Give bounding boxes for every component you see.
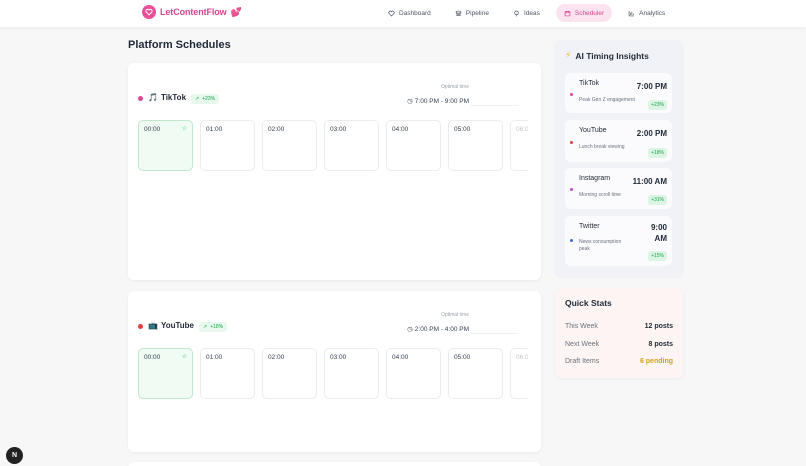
time-slot[interactable]: 01:00: [200, 348, 255, 399]
insight-item-instagram[interactable]: Instagram 11:00 AM Morning scroll time +…: [565, 168, 672, 209]
time-slot[interactable]: 04:00: [386, 348, 441, 399]
heart-icon: [388, 10, 395, 16]
trending-up-icon: ↗: [195, 96, 200, 102]
main-nav: Dashboard Pipeline Ideas Scheduler Analy…: [380, 4, 681, 22]
nav-label: Analytics: [639, 9, 666, 17]
insight-item-twitter[interactable]: Twitter 9:00 AM News consumption peak +1…: [565, 216, 672, 266]
floating-action-button[interactable]: N: [6, 447, 23, 464]
nav-label: Scheduler: [574, 9, 605, 17]
growth-pct: +18%: [648, 148, 667, 158]
lightbulb-icon: [514, 10, 519, 16]
time-slot[interactable]: 06:00: [510, 348, 528, 399]
platform-color-dot: [138, 96, 143, 101]
optimal-time-range: ◷ 2:00 PM - 4:00 PM: [407, 325, 469, 334]
stat-row-draft-items: Draft Items 6 pending: [565, 358, 673, 365]
time-slot[interactable]: 02:00: [262, 348, 317, 399]
nav-label: Dashboard: [399, 9, 431, 17]
time-slot[interactable]: 00:00 ☆: [138, 348, 193, 399]
ai-timing-insights-panel: ⚡ AI Timing Insights TikTok 7:00 PM Peak…: [555, 40, 683, 276]
bar-chart-icon: [628, 10, 635, 16]
time-slot[interactable]: 05:00: [448, 120, 503, 171]
platform-color-dot: [570, 93, 573, 96]
top-navbar: LetContentFlow 💕 Dashboard Pipeline Idea…: [0, 0, 806, 27]
trending-up-icon: ↗: [203, 324, 208, 330]
time-slot[interactable]: 03:00: [324, 120, 379, 171]
two-hearts-icon: 💕: [230, 6, 242, 17]
platform-card-next: [128, 462, 541, 466]
quick-stats-panel: Quick Stats This Week 12 posts Next Week…: [555, 288, 683, 378]
star-icon[interactable]: ☆: [181, 126, 187, 132]
star-icon[interactable]: ☆: [181, 354, 187, 360]
time-slot[interactable]: 03:00: [324, 348, 379, 399]
clock-icon: ◷: [407, 326, 413, 333]
platform-card-tiktok: 🎵 TikTok ↗ +23% Optimal time ◷ 7:00 PM -…: [128, 63, 541, 280]
platform-card-youtube: 📺 YouTube ↗ +18% Optimal time ◷ 2:00 PM …: [128, 291, 541, 452]
layers-icon: [455, 10, 462, 16]
insight-item-youtube[interactable]: YouTube 2:00 PM Lunch break viewing +18%: [565, 120, 672, 162]
app-name: LetContentFlow: [160, 7, 227, 17]
logo-heart-icon: [142, 5, 156, 19]
calendar-icon: [564, 10, 571, 16]
growth-badge: ↗ +18%: [199, 322, 228, 332]
time-slot-row[interactable]: 00:00 ☆ 01:00 02:00 03:00 04:00 05:00 06…: [138, 120, 528, 172]
time-slot[interactable]: 06:00: [510, 120, 528, 171]
platform-color-dot: [570, 239, 573, 242]
platform-name: 🎵 TikTok: [148, 93, 187, 102]
quick-stats-title: Quick Stats: [565, 298, 612, 308]
nav-ideas[interactable]: Ideas: [505, 4, 548, 22]
nav-pipeline[interactable]: Pipeline: [447, 4, 497, 22]
app-logo[interactable]: LetContentFlow 💕: [142, 5, 242, 19]
time-slot-row[interactable]: 00:00 ☆ 01:00 02:00 03:00 04:00 05:00 06…: [138, 348, 528, 400]
nav-label: Pipeline: [465, 9, 489, 17]
clock-icon: ◷: [407, 98, 413, 105]
insights-title: ⚡ AI Timing Insights: [565, 50, 649, 61]
stat-row-this-week: This Week 12 posts: [565, 323, 673, 330]
time-slot[interactable]: 02:00: [262, 120, 317, 171]
growth-pct: +31%: [648, 195, 667, 205]
nav-analytics[interactable]: Analytics: [620, 4, 673, 22]
platform-header: 🎵 TikTok ↗ +23% Optimal time ◷ 7:00 PM -…: [138, 63, 531, 113]
time-slot[interactable]: 01:00: [200, 120, 255, 171]
growth-pct: +23%: [648, 100, 667, 110]
platform-color-dot: [138, 324, 143, 329]
music-note-icon: 🎵: [148, 93, 158, 102]
stat-row-next-week: Next Week 8 posts: [565, 341, 673, 348]
television-icon: 📺: [148, 321, 158, 330]
insight-item-tiktok[interactable]: TikTok 7:00 PM Peak Gen Z engagement +23…: [565, 73, 672, 113]
divider: [470, 105, 518, 106]
growth-badge: ↗ +23%: [191, 94, 220, 104]
nav-scheduler[interactable]: Scheduler: [555, 4, 613, 22]
divider: [470, 333, 518, 334]
time-slot[interactable]: 04:00: [386, 120, 441, 171]
optimal-time-range: ◷ 7:00 PM - 9:00 PM: [407, 97, 469, 106]
nav-dashboard[interactable]: Dashboard: [380, 4, 439, 22]
page-title: Platform Schedules: [128, 39, 231, 51]
platform-color-dot: [570, 188, 573, 191]
platform-name: 📺 YouTube: [148, 321, 194, 330]
platform-header: 📺 YouTube ↗ +18% Optimal time ◷ 2:00 PM …: [138, 291, 531, 341]
optimal-time-label: Optimal time: [440, 84, 469, 90]
optimal-time-label: Optimal time: [440, 312, 469, 318]
nav-label: Ideas: [523, 9, 540, 17]
platform-color-dot: [570, 141, 573, 144]
lightning-icon: ⚡: [565, 50, 572, 60]
time-slot[interactable]: 00:00 ☆: [138, 120, 193, 171]
time-slot[interactable]: 05:00: [448, 348, 503, 399]
growth-pct: +15%: [648, 251, 667, 261]
